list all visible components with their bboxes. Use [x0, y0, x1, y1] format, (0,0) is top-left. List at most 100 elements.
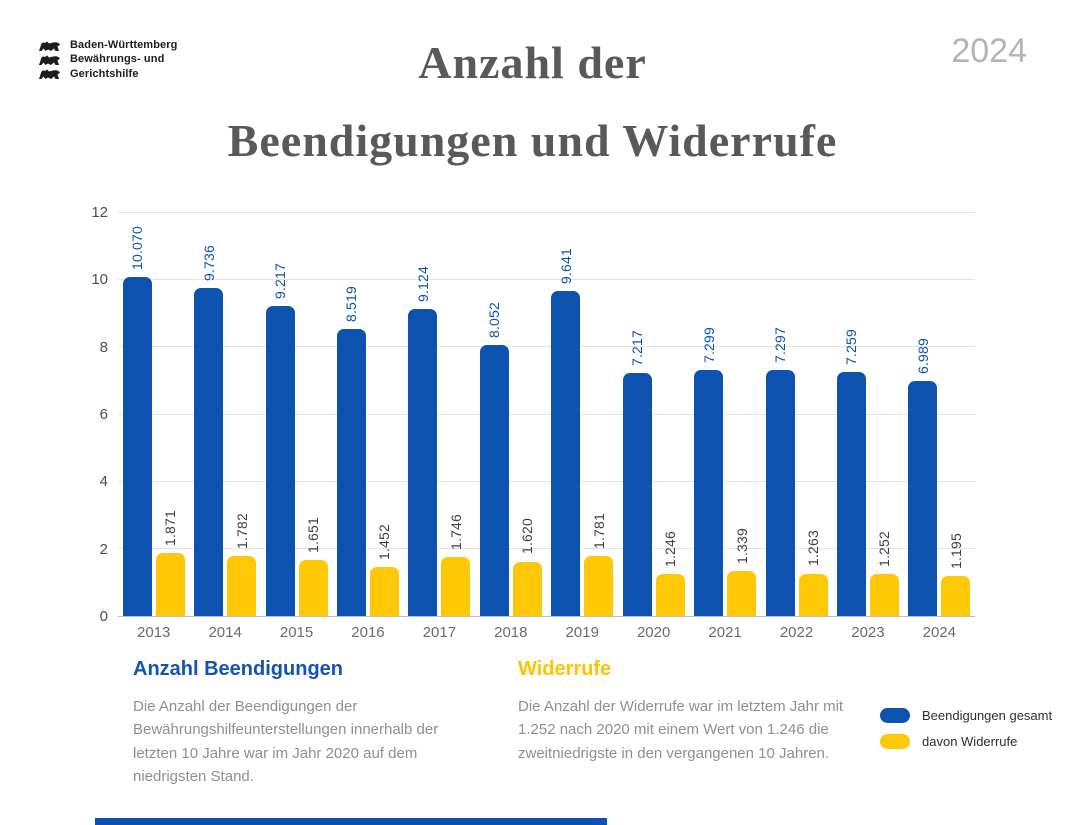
x-tick-label-2016: 2016	[351, 624, 385, 641]
bar-widerrufe-2017: 1.746	[441, 514, 471, 616]
title-line-2: Beendigungen und Widerrufe	[227, 115, 838, 166]
bar-widerrufe-2016: 1.452	[369, 524, 399, 616]
note-widerrufe-body: Die Anzahl der Widerrufe war im letztem …	[518, 698, 844, 762]
bar-value-label: 8.052	[486, 301, 503, 338]
bar-value-label: 1.339	[733, 527, 750, 564]
legend-item: davon Widerrufe	[880, 734, 1052, 749]
gridline	[118, 346, 975, 348]
bar-value-label: 9.641	[557, 248, 574, 285]
bar-beendigungen-2024: 6.989	[908, 338, 938, 616]
bar-widerrufe-2018: 1.620	[512, 518, 542, 616]
bar-beendigungen-2021: 7.299	[694, 327, 724, 616]
bar-group-2021: 7.299 1.339	[689, 213, 760, 616]
bar-value-label: 9.124	[414, 265, 431, 302]
logo-line-1: Baden-Württemberg	[70, 39, 178, 51]
bar-value-label: 1.195	[947, 532, 964, 569]
bar-value-label: 1.263	[805, 530, 821, 567]
note-beendigungen-body: Die Anzahl der Beendigungen der Bewährun…	[133, 698, 439, 785]
legend-label: davon Widerrufe	[922, 734, 1018, 749]
note-beendigungen-heading: Anzahl Beendigungen	[133, 658, 343, 680]
y-tick-label: 2	[99, 540, 108, 558]
bar-widerrufe-2022: 1.263	[798, 530, 828, 616]
bar-widerrufe-2015: 1.651	[298, 517, 328, 616]
x-axis: 2013 2014 2015 2016 2017 2018 2019 2020 2021 2022…	[118, 624, 975, 641]
bar-group-2023: 7.259 1.252	[832, 213, 903, 616]
year-badge: 2024	[951, 32, 1027, 70]
x-tick-label-2024: 2024	[922, 624, 957, 641]
note-beendigungen: Anzahl Beendigungen Die Anzahl der Beend…	[133, 658, 481, 788]
bar-beendigungen-2019: 9.641	[551, 248, 581, 616]
bar-group-2017: 9.124 1.746	[404, 213, 475, 616]
bar-value-label: 7.259	[843, 328, 860, 365]
plot-area: 10.070 1.871 9.736 1.782 9.217 1.651 8.519 1.45…	[118, 212, 975, 617]
y-tick-label: 10	[91, 271, 108, 289]
bar-group-2018: 8.052 1.620	[475, 213, 546, 616]
coat-of-arms-lions-icon	[38, 38, 62, 80]
bar-group-2015: 9.217 1.651	[261, 213, 332, 616]
bar-value-label: 1.871	[162, 509, 179, 546]
x-tick-label-2020: 2020	[636, 624, 671, 641]
bar-value-label: 1.620	[519, 518, 536, 555]
y-tick-label: 0	[99, 608, 108, 625]
bar-value-label: 8.519	[343, 286, 360, 323]
lion-icon	[39, 41, 60, 51]
bar-widerrufe-2021: 1.339	[727, 528, 757, 616]
gridline	[118, 547, 975, 549]
bar-widerrufe-2024: 1.195	[941, 533, 971, 616]
bar-group-2016: 8.519 1.452	[332, 213, 403, 616]
bar-value-label: 1.651	[305, 517, 322, 554]
bar-group-2014: 9.736 1.782	[189, 213, 260, 616]
lion-icon	[39, 55, 60, 65]
note-widerrufe: Widerrufe Die Anzahl der Widerrufe war i…	[518, 658, 848, 765]
gridline	[118, 480, 975, 482]
y-tick-label: 8	[99, 338, 108, 356]
bar-value-label: 1.746	[447, 514, 464, 551]
bar-value-label: 1.246	[662, 531, 679, 568]
bar-widerrufe-2020: 1.246	[655, 531, 685, 616]
y-tick-label: 12	[91, 204, 108, 221]
bar-beendigungen-2018: 8.052	[479, 302, 509, 616]
bar-value-label: 7.299	[700, 327, 717, 364]
bar-beendigungen-2013: 10.070	[122, 226, 152, 616]
bar-value-label: 1.252	[876, 530, 893, 567]
bar-beendigungen-2022: 7.297	[765, 327, 795, 616]
x-tick-label-2015: 2015	[279, 624, 314, 641]
logo-line-2: Bewährungs- und	[70, 53, 165, 66]
bar-beendigungen-2020: 7.217	[622, 330, 652, 616]
gridline	[118, 279, 975, 281]
bar-value-label: 6.989	[914, 337, 931, 374]
logo-text: Baden-Württemberg Bewährungs- und Gerich…	[70, 38, 177, 81]
bar-value-label: 9.736	[200, 245, 217, 282]
bar-widerrufe-2019: 1.781	[584, 513, 614, 616]
logo-line-3: Gerichtshilfe	[70, 67, 139, 80]
bar-value-label: 1.452	[376, 524, 393, 561]
x-tick-label-2014: 2014	[208, 624, 242, 641]
lion-icon	[39, 69, 60, 79]
bar-beendigungen-2014: 9.736	[194, 245, 224, 616]
bar-group-2024: 6.989 1.195	[904, 213, 975, 616]
x-tick-label-2017: 2017	[422, 624, 457, 641]
logo: Baden-Württemberg Bewährungs- und Gerich…	[38, 38, 177, 81]
bar-widerrufe-2014: 1.782	[227, 513, 257, 616]
x-tick-label-2023: 2023	[851, 624, 885, 641]
y-tick-label: 6	[99, 406, 108, 423]
x-tick-label-2021: 2021	[708, 624, 742, 641]
x-tick-label-2018: 2018	[494, 624, 528, 641]
x-tick-label-2013: 2013	[137, 624, 171, 641]
bar-group-2020: 7.217 1.246	[618, 213, 689, 616]
bar-group-2022: 7.297 1.263	[761, 213, 832, 616]
x-tick-label-2019: 2019	[565, 624, 599, 641]
note-widerrufe-heading: Widerrufe	[518, 658, 612, 680]
bar-beendigungen-2016: 8.519	[336, 286, 366, 616]
legend-label: Beendigungen gesamt	[922, 708, 1053, 723]
bar-value-label: 1.781	[590, 512, 607, 549]
bar-group-2013: 10.070 1.871	[118, 213, 189, 616]
bar-widerrufe-2013: 1.871	[155, 510, 185, 616]
bar-value-label: 7.217	[629, 329, 646, 366]
legend-swatch-icon	[880, 708, 910, 723]
gridline	[118, 413, 975, 415]
bar-chart: 0 2 4 6 8 10 12 10.070 1.871 9.736 1.782 9.217 1.65…	[0, 204, 1065, 650]
bottom-accent-strip	[95, 818, 607, 825]
legend-item: Beendigungen gesamt	[880, 708, 1052, 723]
